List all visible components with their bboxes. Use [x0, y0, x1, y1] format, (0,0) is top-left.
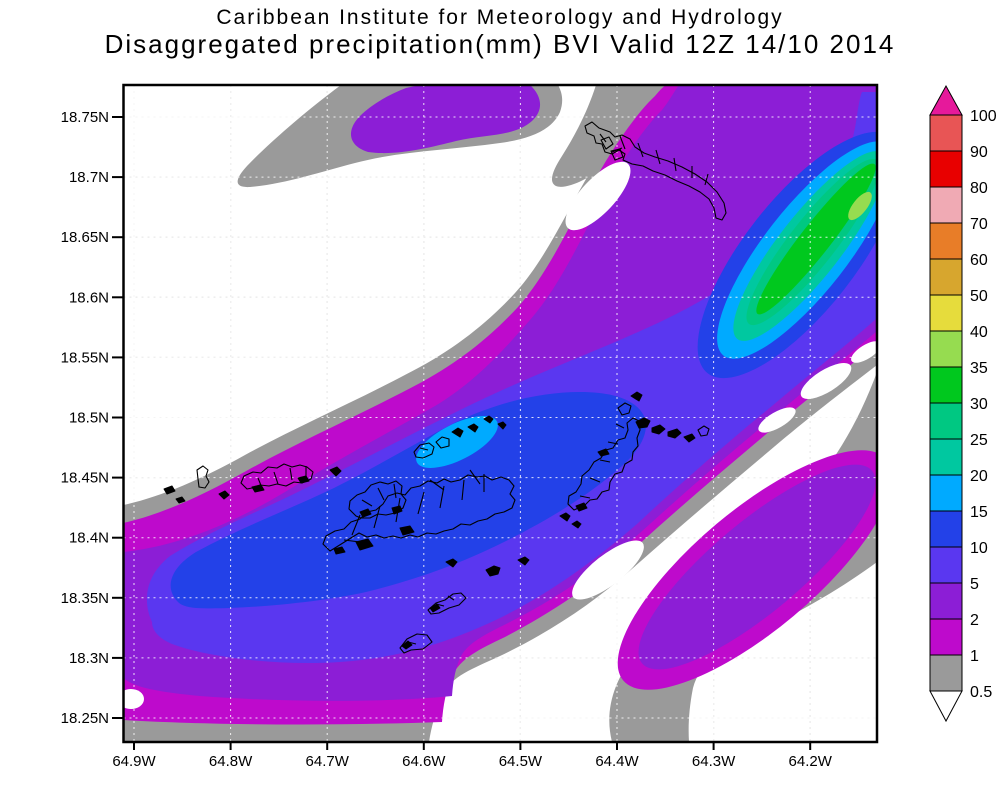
y-axis-label: 18.6N — [69, 289, 109, 306]
colorbar-label: 25 — [970, 432, 988, 449]
colorbar-box — [929, 294, 963, 332]
colorbar-under-arrow — [929, 690, 963, 723]
axis-ticks — [112, 116, 812, 750]
y-axis-label: 18.4N — [69, 530, 109, 547]
colorbar-label: 5 — [970, 576, 979, 593]
colorbar-box — [929, 618, 963, 656]
y-axis-label: 18.35N — [61, 590, 109, 607]
x-axis-label: 64.8W — [209, 753, 253, 770]
colorbar-over-arrow — [929, 84, 963, 116]
colorbar-box — [929, 654, 963, 692]
colorbar-label: 90 — [970, 144, 988, 161]
island-virgin-gorda-chain — [567, 391, 643, 512]
colorbar-label: 35 — [970, 360, 988, 377]
plot-border — [122, 83, 879, 744]
colorbar-box — [929, 366, 963, 404]
colorbar-box — [929, 330, 963, 368]
colorbar-box — [929, 186, 963, 224]
x-axis-label: 64.3W — [692, 753, 736, 770]
y-axis-label: 18.5N — [69, 410, 109, 427]
x-axis-label: 64.5W — [499, 753, 543, 770]
colorbar-label: 0.5 — [970, 684, 992, 701]
colorbar-label: 10 — [970, 540, 988, 557]
colorbar-box — [929, 546, 963, 584]
island-outlines — [163, 121, 727, 654]
colorbar-label: 70 — [970, 216, 988, 233]
island-tortola — [322, 469, 516, 555]
colorbar-label: 60 — [970, 252, 988, 269]
colorbar-box — [929, 582, 963, 620]
colorbar-box — [929, 402, 963, 440]
y-axis-label: 18.45N — [61, 470, 109, 487]
colorbar-box — [929, 474, 963, 512]
island-culebra-cays — [163, 465, 230, 504]
page-title: Caribbean Institute for Meteorology and … — [216, 6, 784, 29]
contour-purple-se-core — [638, 464, 876, 670]
colorbar-box — [929, 222, 963, 260]
axis-labels: 18.75N 18.7N 18.65N 18.6N 18.55N 18.5N 18.45N 1… — [61, 109, 833, 770]
y-axis-label: 18.65N — [61, 229, 109, 246]
colorbar-label: 20 — [970, 468, 988, 485]
colorbar-label: 40 — [970, 324, 988, 341]
colorbar-label: 100 — [970, 108, 997, 125]
y-axis-label: 18.3N — [69, 650, 109, 667]
contour-layers — [123, 85, 877, 742]
dry-holes — [123, 161, 877, 709]
y-axis-label: 18.25N — [61, 710, 109, 727]
island-east-cays — [635, 417, 710, 443]
y-axis-label: 18.55N — [61, 349, 109, 366]
colorbar-label: 80 — [970, 180, 988, 197]
contour-purple-finger-core — [350, 85, 541, 154]
y-axis-label: 18.75N — [61, 109, 109, 126]
colorbar-box — [929, 258, 963, 296]
x-axis-label: 64.2W — [789, 753, 833, 770]
contour-blue-central — [170, 392, 646, 609]
colorbar-label: 1 — [970, 648, 979, 665]
island-st-thomas — [240, 463, 342, 493]
colorbar-label: 2 — [970, 612, 979, 629]
x-axis-label: 64.4W — [595, 753, 639, 770]
contour-green-ne-core — [756, 163, 876, 315]
colorbar-label: 30 — [970, 396, 988, 413]
island-anegada — [584, 121, 727, 221]
island-south-cays — [399, 512, 582, 654]
colorbar-box — [929, 438, 963, 476]
colorbar-label: 15 — [970, 504, 988, 521]
colorbar-label: 50 — [970, 288, 988, 305]
contour-cyan-central-patch — [416, 416, 498, 468]
y-axis-label: 18.7N — [69, 169, 109, 186]
island-jost-van-dyke-group — [413, 415, 507, 459]
island-st-john — [348, 480, 407, 519]
colorbar-box — [929, 114, 963, 152]
graticule-over — [123, 85, 877, 742]
colorbar-legend: 100 90 80 70 60 50 40 35 30 25 20 15 10 5 2 1 0.5 — [929, 84, 997, 723]
x-axis-label: 64.6W — [402, 753, 446, 770]
colorbar-box — [929, 150, 963, 188]
contour-yellowgreen-spot — [848, 191, 872, 221]
x-axis-label: 64.9W — [112, 753, 156, 770]
page-subtitle: Disaggregated precipitation(mm) BVI Vali… — [104, 29, 896, 59]
x-axis-label: 64.7W — [306, 753, 350, 770]
colorbar-box — [929, 510, 963, 548]
